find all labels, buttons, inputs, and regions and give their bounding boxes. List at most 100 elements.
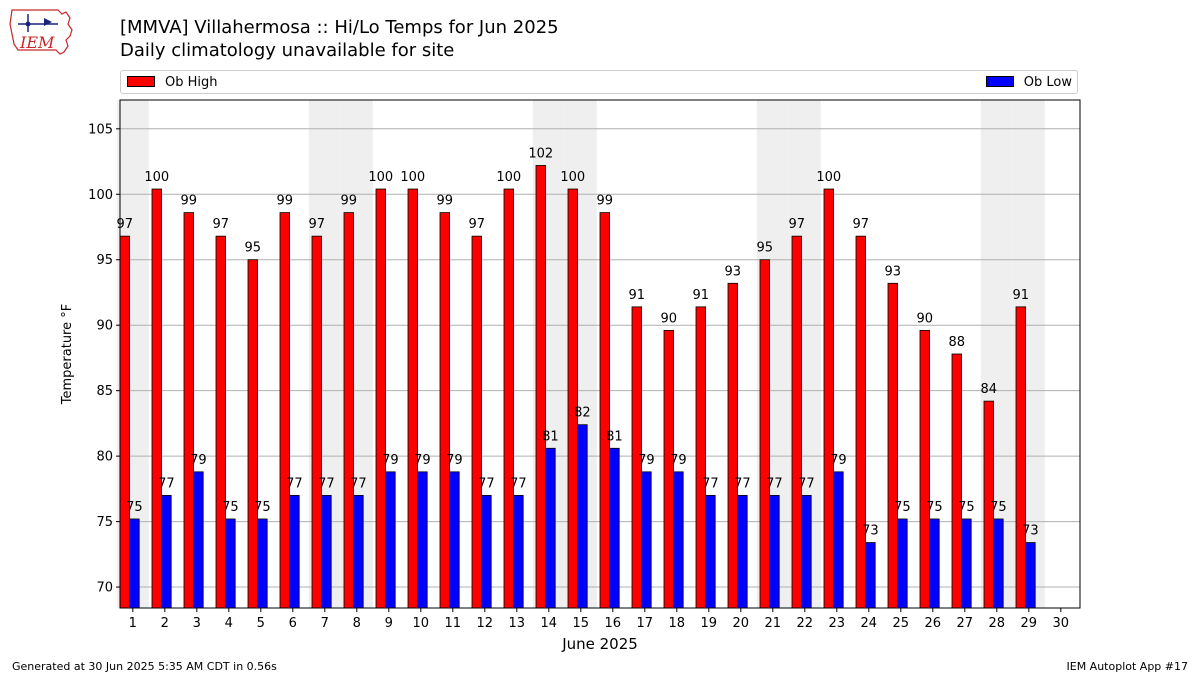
x-tick-label: 4 — [225, 616, 233, 631]
x-tick-label: 30 — [1053, 616, 1070, 631]
low-bar — [961, 518, 972, 609]
high-value-label: 90 — [917, 311, 934, 326]
high-value-label: 97 — [853, 217, 870, 232]
low-value-label: 77 — [286, 476, 303, 491]
low-bar — [289, 495, 300, 609]
x-axis-label: June 2025 — [561, 635, 638, 653]
low-bar — [225, 518, 236, 609]
low-bar — [769, 495, 780, 609]
x-tick-label: 25 — [893, 616, 910, 631]
y-tick-label: 75 — [96, 515, 113, 530]
x-tick-label: 20 — [733, 616, 750, 631]
low-value-label: 77 — [478, 476, 495, 491]
low-bar — [161, 495, 172, 609]
high-value-label: 102 — [528, 146, 553, 161]
chart-title: [MMVA] Villahermosa :: Hi/Lo Temps for J… — [120, 17, 559, 38]
y-tick-label: 90 — [96, 319, 113, 334]
low-bar — [897, 518, 908, 609]
high-bar — [407, 188, 418, 609]
low-bar — [673, 471, 684, 609]
low-value-label: 81 — [606, 429, 623, 444]
low-value-label: 77 — [350, 476, 367, 491]
high-bar — [663, 330, 674, 609]
high-bar — [183, 212, 194, 609]
low-value-label: 75 — [958, 500, 975, 515]
y-tick-label: 100 — [88, 188, 113, 203]
legend-swatch-low — [985, 76, 1014, 87]
high-bar — [343, 212, 354, 609]
x-tick-label: 1 — [129, 616, 137, 631]
y-tick-label: 80 — [96, 450, 113, 465]
x-tick-label: 12 — [477, 616, 494, 631]
x-tick-label: 22 — [797, 616, 814, 631]
y-tick-label: 105 — [88, 122, 113, 137]
iem-logo: IEM — [9, 9, 73, 55]
low-bar — [385, 471, 396, 609]
high-bar — [599, 212, 610, 609]
app-credit: IEM Autoplot App #17 — [1066, 660, 1189, 673]
generated-note: Generated at 30 Jun 2025 5:35 AM CDT in … — [12, 660, 277, 673]
low-bar — [993, 518, 1004, 609]
low-value-label: 79 — [414, 453, 431, 468]
low-value-label: 75 — [126, 500, 143, 515]
low-bar — [449, 471, 460, 609]
high-bar — [503, 188, 514, 609]
low-bar — [705, 495, 716, 609]
plot-frame — [119, 99, 1081, 609]
low-bar — [193, 471, 204, 609]
low-value-label: 73 — [862, 524, 879, 539]
low-value-label: 77 — [734, 476, 751, 491]
high-bar — [471, 235, 482, 609]
high-value-label: 84 — [981, 382, 998, 397]
x-tick-label: 3 — [193, 616, 201, 631]
x-tick-label: 7 — [321, 616, 329, 631]
low-bar — [929, 518, 940, 609]
high-bar — [855, 235, 866, 609]
legend-item-low: Ob Low — [985, 75, 1072, 90]
chart-subtitle: Daily climatology unavailable for site — [120, 40, 455, 61]
low-bar — [417, 471, 428, 609]
x-tick-label: 24 — [861, 616, 878, 631]
high-value-label: 93 — [725, 264, 742, 279]
x-tick-label: 28 — [989, 616, 1006, 631]
low-value-label: 79 — [670, 453, 687, 468]
low-value-label: 79 — [830, 453, 847, 468]
high-value-label: 93 — [885, 264, 902, 279]
low-value-label: 75 — [926, 500, 943, 515]
high-bar — [279, 212, 290, 609]
low-bar — [481, 495, 492, 609]
low-value-label: 75 — [990, 500, 1007, 515]
high-bar — [791, 235, 802, 609]
low-bar — [513, 495, 524, 609]
low-bar — [257, 518, 268, 609]
low-value-label: 82 — [574, 406, 591, 421]
x-tick-label: 21 — [765, 616, 782, 631]
high-value-label: 97 — [117, 217, 134, 232]
low-value-label: 77 — [766, 476, 783, 491]
high-value-label: 99 — [341, 194, 358, 209]
legend-label-low: Ob Low — [1023, 75, 1072, 90]
high-bar — [759, 259, 770, 609]
x-tick-label: 19 — [701, 616, 718, 631]
high-value-label: 95 — [245, 241, 262, 256]
high-bar — [535, 165, 546, 609]
high-bar — [727, 282, 738, 609]
y-axis-label: Temperature °F — [60, 304, 75, 405]
low-bar — [545, 447, 556, 609]
low-bar — [353, 495, 364, 609]
x-tick-label: 27 — [957, 616, 974, 631]
low-bar — [577, 424, 588, 609]
low-value-label: 75 — [254, 500, 271, 515]
x-tick-label: 10 — [413, 616, 430, 631]
high-value-label: 100 — [560, 170, 585, 185]
high-value-label: 100 — [368, 170, 393, 185]
low-bar — [1025, 542, 1036, 609]
high-value-label: 100 — [400, 170, 425, 185]
high-value-label: 99 — [437, 194, 454, 209]
high-bar — [887, 282, 898, 609]
high-bar — [119, 235, 130, 609]
low-value-label: 77 — [798, 476, 815, 491]
high-value-label: 91 — [629, 288, 646, 303]
high-value-label: 100 — [496, 170, 521, 185]
low-value-label: 75 — [894, 500, 911, 515]
